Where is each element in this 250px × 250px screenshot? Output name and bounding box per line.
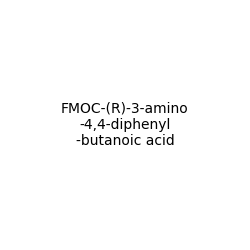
Text: FMOC-(R)-3-amino
-4,4-diphenyl
-butanoic acid: FMOC-(R)-3-amino -4,4-diphenyl -butanoic… [61,102,189,148]
